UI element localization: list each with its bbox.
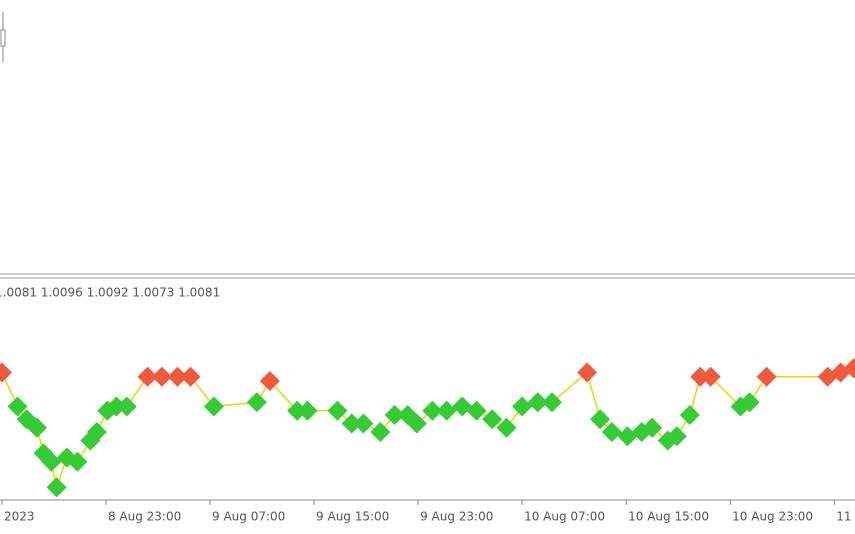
- x-tick-label: 9 Aug 07:00: [212, 510, 285, 524]
- signal-diamond: [843, 358, 855, 379]
- signal-diamond: [466, 400, 487, 421]
- x-tick-label: 9 Aug 23:00: [420, 510, 493, 524]
- signal-diamond: [86, 422, 107, 442]
- signal-diamond: [246, 392, 267, 413]
- signal-diamond: [151, 366, 172, 387]
- signal-diamond: [297, 400, 318, 421]
- signal-diamond: [167, 366, 188, 387]
- signal-diamond: [617, 426, 638, 447]
- signal-diamond: [259, 371, 280, 391]
- x-tick-label: 9 Aug 15:00: [316, 510, 389, 524]
- signal-diamond: [527, 392, 548, 413]
- signal-diamond: [46, 477, 67, 498]
- signal-diamond: [436, 400, 457, 421]
- x-tick-label: 11 Aug 07: [836, 510, 855, 524]
- signal-diamond: [67, 451, 88, 472]
- signal-diamond: [756, 366, 777, 387]
- signal-diamond: [203, 396, 224, 417]
- x-tick-label: 10 Aug 07:00: [524, 510, 605, 524]
- signal-diamond: [106, 396, 127, 417]
- signal-diamond: [0, 362, 12, 383]
- candle-body: [0, 29, 6, 47]
- signal-diamond: [384, 405, 405, 425]
- x-tick-label: 10 Aug 15:00: [628, 510, 709, 524]
- signal-diamond: [690, 366, 711, 387]
- signal-diamond: [287, 400, 308, 421]
- signal-diamond: [370, 422, 391, 442]
- signal-diamond: [642, 417, 663, 438]
- x-tick-label: 10 Aug 23:00: [732, 510, 813, 524]
- signal-diamond: [512, 396, 533, 417]
- indicator-line: [1, 367, 854, 491]
- signal-diamond: [353, 413, 374, 434]
- signal-diamond: [327, 400, 348, 421]
- signal-diamond: [496, 417, 517, 438]
- signal-diamond: [700, 366, 721, 387]
- signal-diamond: [542, 392, 563, 413]
- signal-diamond: [406, 413, 427, 434]
- signal-diamond: [739, 392, 760, 413]
- signal-diamond: [7, 396, 28, 417]
- signal-diamond: [341, 413, 362, 434]
- signal-diamond: [452, 396, 473, 417]
- signal-diamond: [590, 409, 611, 430]
- x-tick-label: 8 Aug 23:00: [108, 510, 181, 524]
- signal-diamond: [27, 417, 48, 438]
- indicator-header: 1.0081 1.0096 1.0092 1.0073 1.0081: [0, 286, 220, 300]
- signal-diamond: [679, 405, 700, 425]
- signal-diamond: [137, 366, 158, 387]
- signal-diamond: [666, 426, 687, 447]
- signal-diamond: [116, 396, 137, 417]
- x-tick-label: 2023: [4, 510, 35, 524]
- signal-diamond: [601, 422, 622, 442]
- signal-diamond: [422, 400, 443, 421]
- signal-diamond: [41, 451, 62, 472]
- signal-diamond: [482, 409, 503, 430]
- signal-diamond: [180, 366, 201, 387]
- signal-diamond: [577, 362, 598, 383]
